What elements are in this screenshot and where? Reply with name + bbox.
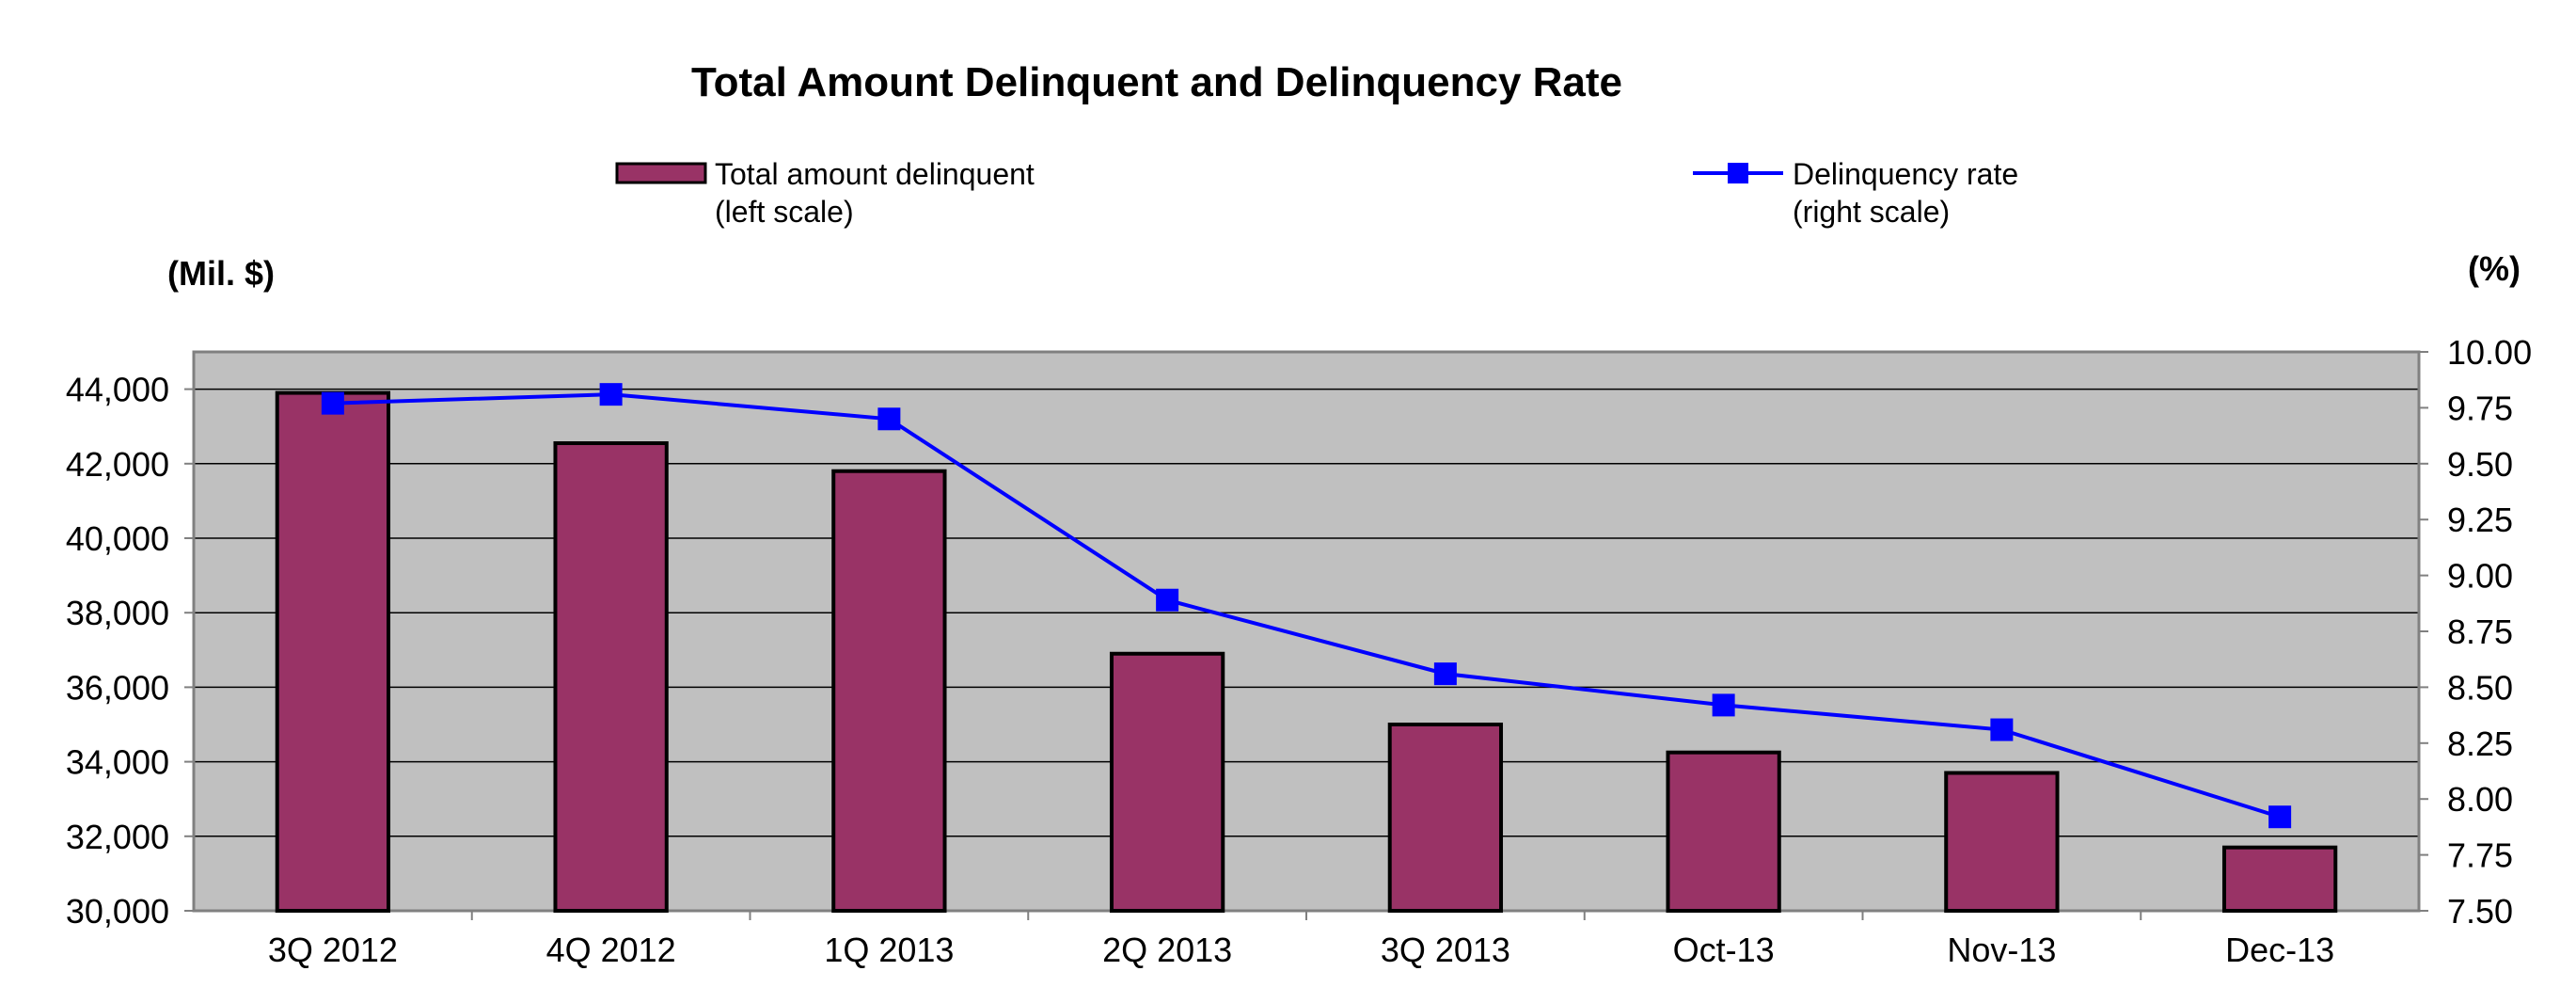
- left-axis-tick-label: 42,000: [66, 445, 169, 484]
- x-axis-tick-label: Oct-13: [1673, 931, 1775, 969]
- left-axis-tick-label: 38,000: [66, 594, 169, 632]
- right-axis-tick-label: 8.75: [2447, 613, 2513, 651]
- x-axis-tick-label: 4Q 2012: [546, 931, 676, 969]
- right-axis-tick-label: 7.75: [2447, 836, 2513, 875]
- bar-1q-2013: [831, 469, 947, 913]
- right-axis-tick-label: 10.00: [2447, 333, 2532, 372]
- plot-background: [194, 352, 2419, 911]
- delinquency-rate-point-3q-2012: [321, 391, 344, 415]
- chart-title: Total Amount Delinquent and Delinquency …: [691, 59, 1622, 105]
- right-axis-unit: (%): [2468, 249, 2521, 288]
- legend-bar-sublabel: (left scale): [715, 195, 854, 229]
- left-axis-tick-label: 44,000: [66, 371, 169, 409]
- delinquency-rate-point-oct-13: [1712, 693, 1735, 717]
- right-axis-tick-label: 8.50: [2447, 668, 2513, 707]
- x-axis-tick-label: 1Q 2013: [824, 931, 954, 969]
- right-axis-tick-label: 9.25: [2447, 501, 2513, 539]
- bar-oct-13: [1666, 750, 1781, 914]
- right-axis-tick-label: 7.50: [2447, 892, 2513, 931]
- legend-line-marker: [1728, 163, 1748, 183]
- x-axis-tick-label: Dec-13: [2225, 931, 2334, 969]
- delinquency-rate-point-nov-13: [1990, 718, 2014, 741]
- x-axis-tick-label: 3Q 2013: [1381, 931, 1510, 969]
- legend-bar-label: Total amount delinquent: [715, 157, 1035, 191]
- legend: Total amount delinquent (left scale) Del…: [615, 157, 2018, 229]
- bar-dec-13: [2221, 845, 2338, 913]
- x-axis-tick-label: 3Q 2012: [268, 931, 398, 969]
- delinquency-rate-point-dec-13: [2268, 805, 2292, 829]
- delinquency-rate-point-4q-2012: [599, 383, 623, 406]
- delinquency-rate-line: [332, 392, 2281, 820]
- left-axis-tick-label: 40,000: [66, 519, 169, 558]
- bar-2q-2013: [1109, 651, 1225, 913]
- delinquency-rate-point-1q-2013: [877, 407, 901, 431]
- left-axis-tick-label: 32,000: [66, 818, 169, 856]
- right-axis-tick-label: 8.25: [2447, 724, 2513, 763]
- bar-3q-2012: [275, 390, 391, 913]
- left-axis-tick-label: 34,000: [66, 743, 169, 782]
- left-axis-unit: (Mil. $): [167, 254, 275, 293]
- bar-4q-2012: [553, 441, 669, 913]
- right-axis-tick-label: 8.00: [2447, 780, 2513, 819]
- right-axis-tick-label: 9.50: [2447, 445, 2513, 484]
- bar-3q-2013: [1387, 723, 1504, 913]
- legend-bar-swatch: [615, 162, 707, 184]
- legend-line-label: Delinquency rate: [1793, 157, 2018, 191]
- delinquency-rate-point-3q-2013: [1433, 662, 1457, 686]
- left-axis-tick-label: 30,000: [66, 892, 169, 931]
- delinquency-rate-point-2q-2013: [1156, 588, 1179, 612]
- x-axis-tick-label: Nov-13: [1947, 931, 2056, 969]
- x-axis-tick-label: 2Q 2013: [1102, 931, 1232, 969]
- plot-area: 30,000 32,000 34,000 36,000 38,000 40,000 42,0…: [66, 333, 2532, 969]
- right-axis-tick-label: 9.75: [2447, 389, 2513, 427]
- right-axis-tick-label: 9.00: [2447, 557, 2513, 596]
- bar-nov-13: [1944, 771, 2060, 913]
- legend-line-sublabel: (right scale): [1793, 195, 1950, 229]
- left-axis-tick-label: 36,000: [66, 668, 169, 707]
